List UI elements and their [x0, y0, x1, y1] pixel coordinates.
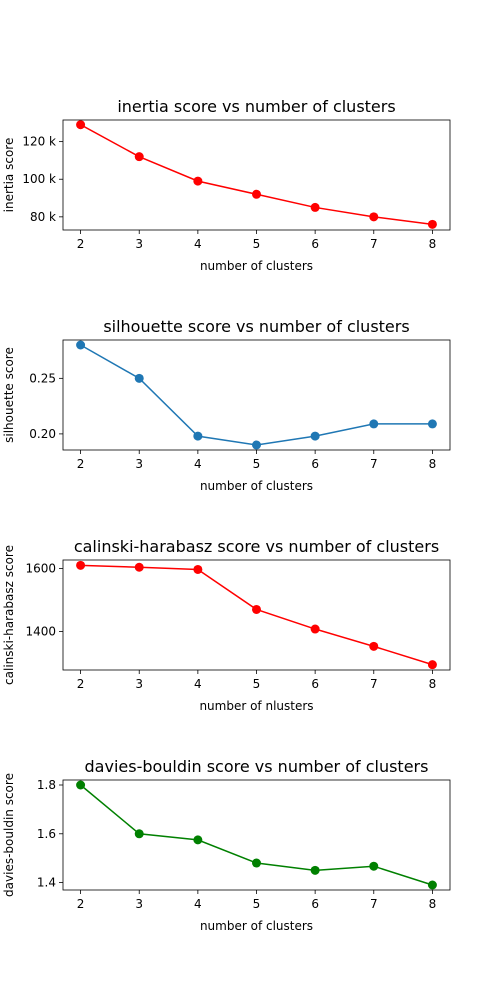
y-axis-label: davies-bouldin score — [2, 773, 16, 897]
data-point — [427, 219, 437, 229]
x-tick-label: 5 — [253, 237, 261, 251]
x-tick-label: 3 — [135, 237, 143, 251]
data-point — [193, 835, 203, 845]
data-point — [134, 373, 144, 383]
x-axis-label: number of clusters — [200, 919, 313, 933]
data-point — [310, 624, 320, 634]
x-tick-label: 2 — [77, 237, 85, 251]
x-tick-label: 7 — [370, 677, 378, 691]
y-tick-label: 1400 — [25, 625, 56, 639]
data-point — [427, 880, 437, 890]
y-tick-label: 1600 — [25, 562, 56, 576]
chart-title: calinski-harabasz score vs number of clu… — [74, 537, 439, 556]
x-tick-label: 3 — [135, 677, 143, 691]
data-point — [427, 660, 437, 670]
data-point — [76, 340, 86, 350]
x-tick-label: 6 — [311, 237, 319, 251]
plot-frame — [62, 119, 451, 231]
data-point — [76, 120, 86, 130]
chart-title: inertia score vs number of clusters — [117, 97, 395, 116]
y-tick-label: 0.20 — [29, 427, 56, 441]
x-tick-label: 4 — [194, 897, 202, 911]
x-tick-label: 8 — [429, 897, 437, 911]
y-tick-label: 1.4 — [37, 876, 56, 890]
y-axis-label: calinski-harabasz score — [2, 545, 16, 685]
x-tick-label: 5 — [253, 457, 261, 471]
chart-title: silhouette score vs number of clusters — [103, 317, 409, 336]
x-tick-label: 6 — [311, 457, 319, 471]
x-tick-label: 4 — [194, 457, 202, 471]
y-tick-label: 0.25 — [29, 371, 56, 385]
data-point — [252, 440, 261, 450]
x-tick-label: 3 — [135, 457, 143, 471]
x-tick-label: 6 — [311, 677, 319, 691]
data-point — [310, 202, 320, 212]
chart-panel-4: davies-bouldin score vs number of cluste… — [2, 757, 451, 933]
data-point — [193, 176, 203, 186]
x-axis-label: number of clusters — [200, 479, 313, 493]
chart-panel-2: silhouette score vs number of clusters 2 3… — [2, 317, 451, 493]
data-point — [134, 152, 144, 162]
series-line — [80, 124, 433, 226]
x-tick-label: 5 — [253, 677, 261, 691]
data-point — [427, 419, 437, 429]
y-tick-label: 1.6 — [37, 827, 56, 841]
data-point — [193, 564, 203, 574]
x-tick-label: 5 — [253, 897, 261, 911]
x-tick-label: 8 — [429, 237, 437, 251]
chart-panel-3: calinski-harabasz score vs number of clu… — [2, 537, 451, 713]
x-tick-label: 2 — [77, 897, 85, 911]
x-tick-label: 3 — [135, 897, 143, 911]
x-tick-label: 8 — [429, 677, 437, 691]
chart-title: davies-bouldin score vs number of cluste… — [85, 757, 429, 776]
data-point — [252, 189, 261, 199]
x-tick-label: 7 — [370, 237, 378, 251]
x-tick-label: 4 — [194, 237, 202, 251]
data-point — [252, 604, 261, 614]
y-axis-label: silhouette score — [2, 347, 16, 443]
series-line — [80, 344, 433, 446]
x-tick-label: 6 — [311, 897, 319, 911]
data-point — [369, 641, 379, 651]
plot-frame — [62, 779, 451, 891]
x-tick-label: 2 — [77, 457, 85, 471]
data-point — [76, 780, 86, 790]
data-point — [369, 212, 379, 222]
data-point — [76, 560, 86, 570]
x-tick-label: 2 — [77, 677, 85, 691]
data-point — [193, 431, 203, 441]
x-tick-label: 8 — [429, 457, 437, 471]
y-tick-label: 1.8 — [37, 778, 56, 792]
data-point — [134, 562, 144, 572]
x-axis-label: number of clusters — [200, 259, 313, 273]
series-line — [80, 564, 433, 666]
y-tick-label: 80 k — [30, 210, 56, 224]
y-tick-label: 100 k — [22, 172, 56, 186]
x-tick-label: 4 — [194, 677, 202, 691]
series-line — [80, 784, 433, 886]
plot-frame — [62, 559, 451, 671]
x-tick-label: 7 — [370, 897, 378, 911]
data-point — [310, 431, 320, 441]
y-axis-label: inertia score — [2, 138, 16, 213]
plot-frame — [62, 339, 451, 451]
x-axis-label: number of nlusters — [199, 699, 313, 713]
data-point — [369, 861, 379, 871]
data-point — [252, 858, 261, 868]
data-point — [310, 865, 320, 875]
data-point — [369, 419, 379, 429]
chart-panel-1: inertia score vs number of clusters 2 3 4 5 6… — [2, 97, 451, 273]
y-tick-label: 120 k — [22, 135, 56, 149]
data-point — [134, 829, 144, 839]
x-tick-label: 7 — [370, 457, 378, 471]
